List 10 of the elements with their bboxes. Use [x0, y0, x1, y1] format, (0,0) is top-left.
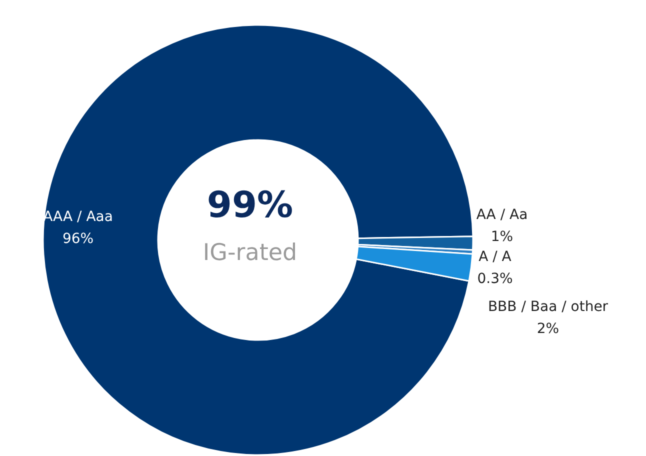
- data-label: 2%: [536, 321, 560, 337]
- slice-label: A / A: [478, 249, 512, 265]
- text: 99%: [206, 185, 294, 226]
- slice-label: BBB / Baa / other: [488, 299, 608, 315]
- data-label: 96%: [62, 231, 94, 247]
- slice-label: AA / Aa: [476, 207, 528, 223]
- text: IG-rated: [202, 240, 298, 266]
- slice-label: AAA / Aaa: [43, 209, 113, 225]
- data-label: 0.3%: [477, 271, 513, 287]
- data-label: 1%: [490, 229, 514, 245]
